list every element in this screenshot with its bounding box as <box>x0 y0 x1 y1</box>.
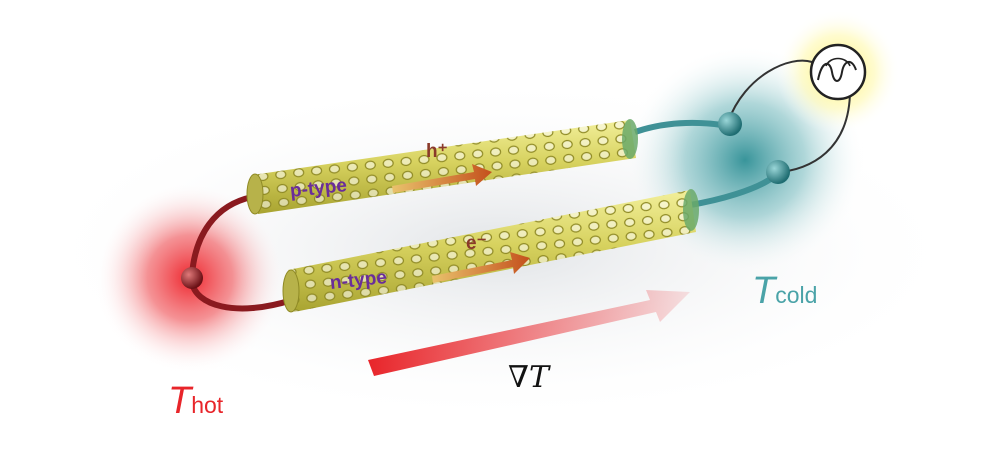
hole-carrier-label: h⁺ <box>426 141 448 162</box>
electron-arrow <box>432 252 530 283</box>
hole-arrow <box>392 164 492 193</box>
t-cold-subscript: cold <box>775 282 818 308</box>
voltmeter-icon <box>809 43 867 101</box>
t-cold-label: Tcold <box>752 270 817 313</box>
t-cold-symbol: T <box>752 270 776 312</box>
hot-wire-bottom <box>189 281 293 312</box>
t-hot-symbol: T <box>168 380 192 422</box>
electron-carrier-label: e⁻ <box>466 233 487 254</box>
t-hot-label: Thot <box>168 380 223 423</box>
hot-wire-top <box>189 194 253 276</box>
cold-wire-bottom <box>689 175 774 208</box>
nabla-symbol: ∇ <box>508 360 529 395</box>
n-type-nanotube <box>282 189 699 313</box>
gradient-t-symbol: T <box>528 360 549 395</box>
cold-node-top-sphere-icon <box>718 112 742 136</box>
cold-node-bottom-sphere-icon <box>766 160 790 184</box>
meter-wire-top <box>727 59 813 123</box>
temperature-gradient-arrow <box>368 290 690 376</box>
p-type-nanotube <box>246 119 638 215</box>
temperature-gradient-label: ∇T <box>508 360 549 395</box>
t-hot-subscript: hot <box>191 392 224 418</box>
hot-node-sphere-icon <box>181 267 203 289</box>
